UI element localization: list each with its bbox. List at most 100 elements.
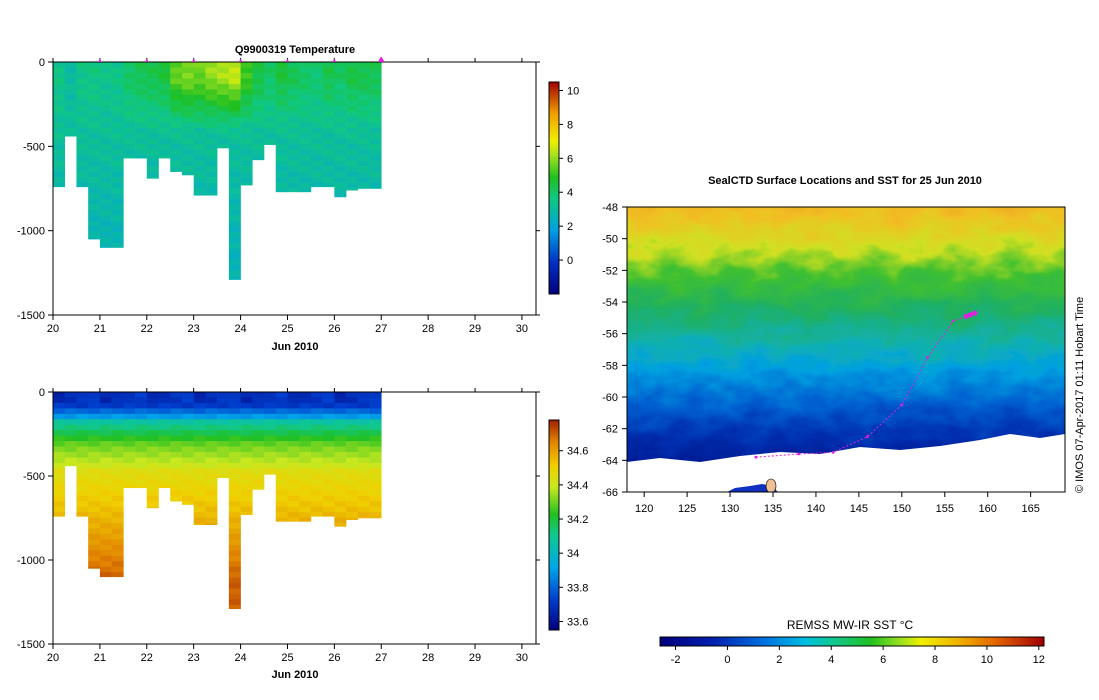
temperature-cell — [217, 94, 230, 101]
temperature-cell — [181, 116, 194, 123]
salinity-cell — [99, 402, 112, 409]
temperature-cell — [158, 62, 171, 68]
salinity-cell — [299, 430, 312, 436]
salinity-cell — [111, 419, 124, 426]
temperature-cell — [334, 171, 347, 178]
temperature-cell — [181, 67, 194, 74]
salinity-cell — [287, 473, 300, 480]
salinity-cell — [205, 457, 218, 464]
temperature-cell — [346, 155, 359, 161]
temperature-cell — [357, 62, 370, 68]
salinity-cell — [228, 577, 241, 584]
temperature-cell — [275, 67, 288, 74]
temperature-cell — [64, 105, 77, 112]
salinity-cell — [240, 430, 253, 436]
salinity-cell — [228, 392, 241, 398]
temperature-cell — [193, 100, 206, 107]
salinity-cell — [275, 457, 288, 464]
salinity-cell — [264, 452, 277, 458]
temperature-cell — [346, 116, 359, 123]
salinity-cell — [228, 555, 241, 562]
lon-tick-label: 135 — [764, 503, 782, 515]
temperature-cell — [357, 127, 370, 134]
temperature-cell — [99, 155, 112, 161]
antarctic-ice-region — [627, 434, 1065, 492]
salinity-cell — [275, 452, 288, 458]
temperature-cell — [99, 62, 112, 68]
temperature-cell — [88, 193, 101, 200]
temperature-cell — [193, 122, 206, 129]
temperature-cell — [99, 210, 112, 216]
temperature-cell — [193, 133, 206, 140]
salinity-cell — [299, 501, 312, 507]
salinity-cell — [264, 402, 277, 409]
temperature-cell — [334, 133, 347, 140]
salinity-cell — [252, 408, 265, 415]
salinity-cell — [193, 457, 206, 464]
temperature-cell — [310, 149, 323, 156]
salinity-cell — [76, 462, 89, 469]
temperature-cell — [287, 116, 300, 123]
salinity-cell — [205, 506, 218, 513]
salinity-cell — [193, 484, 206, 491]
salinity-cell — [64, 408, 77, 415]
colorbar-tick-label: 34.2 — [567, 514, 588, 526]
salinity-cell — [135, 441, 148, 447]
salinity-cell — [217, 392, 230, 398]
salinity-cell — [111, 457, 124, 464]
salinity-cell — [158, 468, 171, 475]
salinity-cell — [287, 419, 300, 426]
temperature-cell — [88, 204, 101, 211]
temperature-cell — [88, 155, 101, 161]
temperature-cell — [193, 67, 206, 74]
temperature-cell — [217, 138, 230, 145]
salinity-cell — [275, 462, 288, 469]
temperature-cell — [123, 111, 136, 118]
salinity-y-ticks: 0 -500 -1000 -1500 — [17, 387, 540, 651]
salinity-cell — [111, 512, 124, 518]
temperature-cell — [53, 144, 66, 151]
temperature-cell — [240, 149, 253, 156]
temperature-cell — [99, 199, 112, 205]
sst-colorbar-tick-label: -2 — [671, 654, 681, 666]
salinity-cell — [76, 419, 89, 426]
salinity-cell — [228, 523, 241, 529]
temperature-cell — [205, 122, 218, 129]
temperature-cell — [346, 182, 359, 189]
temperature-cell — [88, 210, 101, 216]
salinity-cell — [123, 424, 136, 431]
temperature-cell — [170, 78, 183, 85]
salinity-cell — [369, 408, 382, 415]
salinity-cell — [228, 495, 241, 502]
temperature-cell — [287, 166, 300, 172]
salinity-cell — [357, 419, 370, 426]
salinity-cell — [88, 473, 101, 480]
salinity-cell — [146, 413, 159, 420]
salinity-cell — [170, 457, 183, 464]
temperature-cell — [264, 127, 277, 134]
salinity-cell — [334, 501, 347, 507]
salinity-cell — [310, 512, 323, 517]
temperature-cell — [158, 111, 171, 118]
salinity-cell — [369, 501, 382, 507]
temperature-cell — [181, 160, 194, 167]
temperature-cell — [369, 111, 382, 118]
temperature-cell — [252, 111, 265, 118]
salinity-cell — [240, 490, 253, 497]
salinity-cell — [205, 430, 218, 436]
temperature-cell — [228, 177, 241, 183]
temperature-cell — [158, 78, 171, 85]
salinity-cell — [369, 392, 382, 398]
seal-location-point — [900, 403, 904, 407]
temperature-cell — [193, 72, 206, 79]
temperature-cell — [334, 193, 347, 198]
salinity-cell — [228, 424, 241, 431]
temperature-cell — [111, 199, 124, 205]
lat-tick-label: -60 — [602, 392, 618, 404]
temperature-cell — [181, 122, 194, 129]
temperature-cell — [205, 155, 218, 161]
temperature-cell — [287, 89, 300, 96]
salinity-cell — [334, 484, 347, 491]
sst-colorbar-label: REMSS MW-IR SST °C — [787, 618, 914, 632]
x-tick-label: 20 — [47, 652, 59, 664]
